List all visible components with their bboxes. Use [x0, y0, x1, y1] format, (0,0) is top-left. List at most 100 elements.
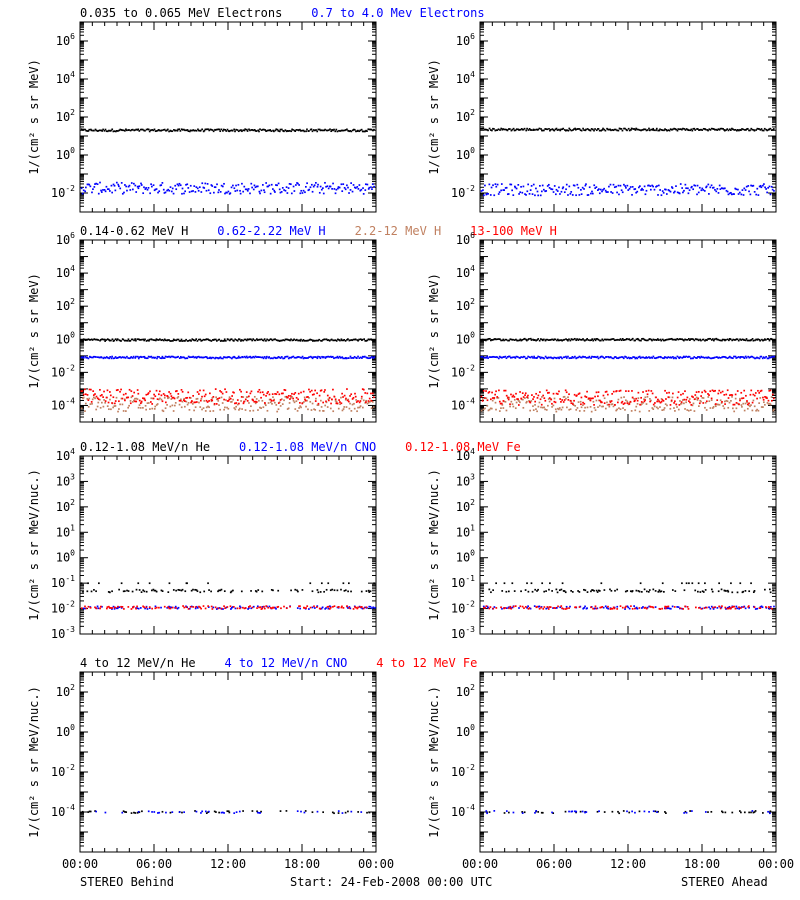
data-point — [120, 582, 123, 585]
data-point — [299, 607, 301, 610]
data-point — [552, 191, 555, 193]
data-point — [496, 183, 499, 186]
data-point — [752, 591, 755, 594]
data-point — [149, 408, 151, 410]
data-point — [310, 339, 313, 341]
data-point — [602, 405, 604, 408]
data-point — [766, 357, 769, 360]
data-point — [259, 356, 261, 359]
data-point — [649, 188, 652, 191]
data-point — [194, 339, 196, 342]
data-point — [314, 129, 316, 132]
data-point — [122, 356, 125, 359]
data-point — [526, 582, 528, 585]
data-point — [176, 338, 179, 341]
data-point — [95, 607, 98, 610]
data-point — [169, 356, 172, 359]
data-point — [611, 403, 614, 405]
data-point — [94, 183, 96, 185]
data-point — [551, 188, 554, 191]
data-point — [699, 591, 702, 593]
data-point — [606, 401, 608, 404]
data-point — [526, 606, 528, 609]
data-point — [662, 408, 665, 411]
data-point — [534, 404, 536, 406]
data-point — [309, 186, 312, 189]
data-point — [365, 401, 367, 404]
data-point — [259, 606, 262, 608]
data-point — [135, 588, 138, 591]
data-point — [536, 356, 538, 359]
data-point — [666, 392, 668, 394]
data-point — [638, 186, 640, 189]
data-point — [488, 356, 491, 358]
data-point — [487, 391, 490, 394]
data-point — [529, 607, 532, 610]
data-point — [325, 401, 328, 404]
data-point — [98, 129, 101, 132]
data-point — [639, 185, 641, 188]
data-point — [240, 396, 243, 398]
data-point — [708, 356, 710, 359]
data-point — [337, 605, 340, 608]
data-point — [672, 356, 674, 358]
data-point — [276, 339, 279, 342]
data-point — [694, 398, 697, 400]
data-point — [592, 397, 594, 400]
data-point — [596, 591, 599, 593]
data-point — [111, 590, 113, 593]
y-axis-label: 1/(cm² s sr MeV) — [27, 59, 41, 175]
data-point — [229, 338, 232, 341]
data-point — [152, 339, 155, 341]
data-point — [168, 391, 170, 393]
data-point — [727, 193, 730, 196]
data-point — [769, 403, 772, 406]
data-point — [642, 337, 644, 340]
data-point — [327, 607, 330, 610]
data-point — [283, 357, 286, 360]
data-point — [613, 186, 616, 189]
data-point — [587, 397, 590, 400]
data-point — [268, 339, 271, 341]
data-point — [531, 394, 533, 396]
data-point — [170, 130, 173, 133]
data-point — [261, 391, 264, 394]
data-point — [192, 190, 194, 192]
data-point — [299, 356, 302, 359]
data-point — [221, 402, 224, 404]
data-point — [489, 339, 492, 342]
data-point — [203, 187, 206, 189]
data-point — [290, 589, 292, 592]
data-point — [586, 406, 589, 409]
data-point — [95, 408, 98, 411]
data-point — [265, 605, 268, 607]
data-point — [284, 338, 287, 341]
data-point — [768, 128, 771, 131]
data-point — [704, 339, 706, 342]
data-point — [546, 185, 549, 187]
data-point — [704, 589, 707, 591]
data-point — [524, 394, 526, 397]
data-point — [317, 355, 319, 358]
data-point — [158, 356, 160, 358]
data-point — [341, 190, 344, 193]
data-point — [772, 589, 775, 592]
data-point — [484, 407, 486, 410]
data-point — [760, 406, 763, 408]
data-point — [563, 129, 566, 131]
data-point — [266, 129, 269, 132]
data-point — [265, 182, 267, 184]
data-point — [569, 408, 572, 411]
data-point — [569, 605, 571, 608]
data-point — [678, 338, 681, 340]
data-point — [90, 388, 92, 391]
data-point — [559, 356, 561, 359]
data-point — [568, 185, 571, 188]
data-point — [509, 183, 512, 186]
data-point — [298, 339, 301, 342]
data-point — [327, 398, 330, 401]
data-point — [618, 339, 621, 341]
data-point — [223, 398, 225, 401]
data-point — [290, 338, 292, 341]
data-point — [174, 356, 177, 359]
